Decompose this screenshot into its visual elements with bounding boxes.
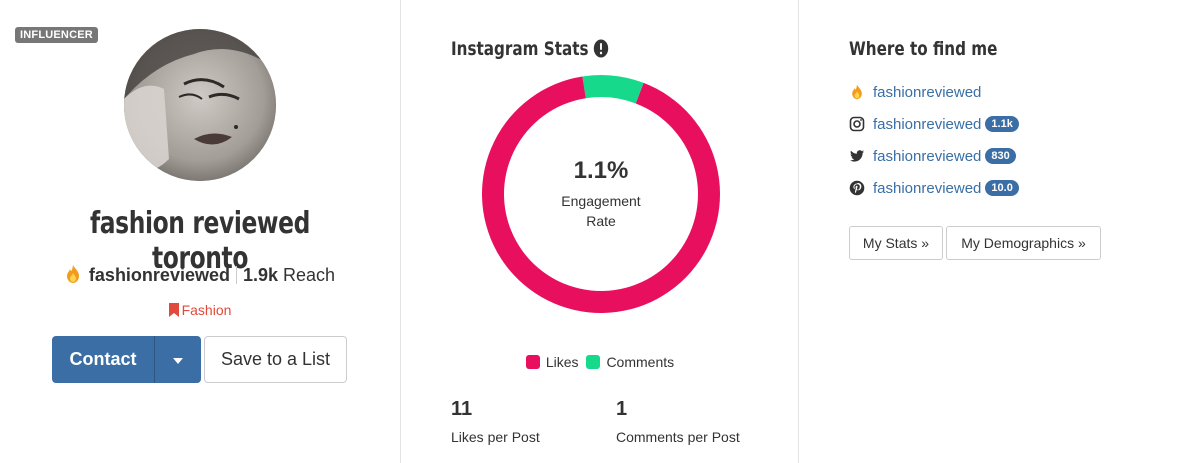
chevron-down-icon [173,351,183,369]
social-handle: fashionreviewed [873,147,982,165]
contact-button[interactable]: Contact [69,349,137,369]
my-demographics-button[interactable]: My Demographics » [946,226,1101,260]
engagement-rate-label: Engagement Rate [561,193,641,229]
profile-handle: fashionreviewed [88,265,230,285]
comments-per-post-label: Comments per Post [616,429,740,445]
legend-item-likes[interactable]: Likes [525,354,579,370]
info-icon[interactable] [593,39,609,58]
likes-per-post-stat: 11 Likes per Post [451,398,540,445]
my-stats-button[interactable]: My Stats » [849,226,943,260]
contact-dropdown-toggle[interactable] [155,336,201,383]
instagram-icon [849,116,865,132]
comments-per-post-stat: 1 Comments per Post [616,398,740,445]
bookmark-icon [168,303,179,317]
likes-per-post-value: 11 [451,398,473,420]
likes-swatch [525,355,540,369]
reach-label: Reach [283,265,336,285]
instagram-stats-title-text: Instagram Stats [451,38,589,60]
legend-item-comments[interactable]: Comments [586,354,674,370]
fire-icon [849,84,865,100]
follower-count-badge: 1.1k [985,116,1019,132]
category-tag[interactable]: Fashion [0,302,400,318]
follower-count-badge: 830 [985,148,1016,164]
legend-label-comments: Comments [606,354,675,370]
instagram-stats-panel: Instagram Stats 1.1% Engagement Rate Lik… [400,0,798,463]
profile-panel: INFLUENCER fashion reviewed toronto fas [0,0,400,463]
comments-per-post-value: 1 [616,398,628,420]
chart-legend: Likes Comments [401,354,799,370]
profile-handle-row: fashionreviewed 1.9k Reach [0,264,400,286]
where-to-find-panel: Where to find me fashionreviewed fashion… [798,0,1200,463]
social-link-twitter[interactable]: fashionreviewed 830 [849,140,1019,172]
social-link-site[interactable]: fashionreviewed [849,76,1019,108]
likes-per-post-label: Likes per Post [451,429,540,445]
where-to-find-title: Where to find me [849,38,998,60]
donut-center: 1.1% Engagement Rate [481,74,721,314]
engagement-rate-value: 1.1% [573,157,629,184]
pinterest-icon [849,180,865,196]
contact-button-group: Contact [52,336,201,383]
influencer-badge: INFLUENCER [15,27,98,43]
divider [235,266,237,284]
button-divider [154,336,155,383]
follower-count-badge: 10.0 [985,180,1019,196]
legend-label-likes: Likes [545,354,579,370]
social-handle: fashionreviewed [873,83,982,101]
social-link-instagram[interactable]: fashionreviewed 1.1k [849,108,1019,140]
reach-value: 1.9k [242,265,279,285]
twitter-icon [849,148,865,164]
instagram-stats-title: Instagram Stats [451,38,609,60]
social-link-pinterest[interactable]: fashionreviewed 10.0 [849,172,1019,204]
save-to-list-button[interactable]: Save to a List [204,336,347,383]
engagement-donut-chart [482,75,720,313]
social-handle: fashionreviewed [873,115,982,133]
social-links-list: fashionreviewed fashionreviewed 1.1k fas… [849,76,1019,204]
profile-name: fashion reviewed toronto [89,206,311,276]
donut-slice-comments[interactable] [582,75,644,104]
avatar [124,29,276,181]
fire-icon [65,264,81,284]
comments-swatch [586,355,601,369]
category-label: Fashion [181,302,232,318]
social-handle: fashionreviewed [873,179,982,197]
